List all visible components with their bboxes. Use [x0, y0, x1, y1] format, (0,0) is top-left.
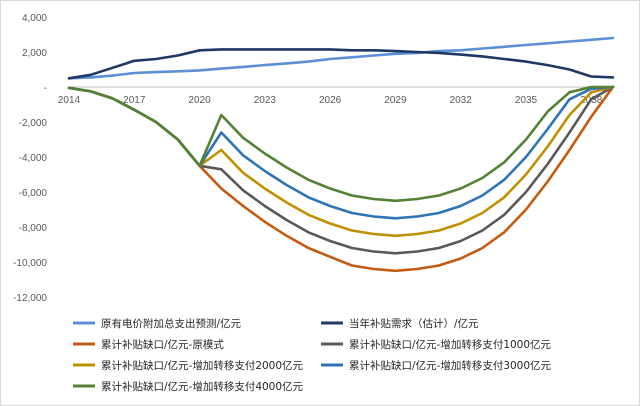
legend-label: 累计补贴缺口/亿元-增加转移支付3000亿元 — [349, 359, 552, 372]
legend-item: 当年补贴需求（估计）/亿元 — [321, 317, 479, 330]
legend-item: 累计补贴缺口/亿元-增加转移支付2000亿元 — [73, 359, 304, 372]
y-tick-label: -12,000 — [13, 293, 47, 304]
y-tick-label: -8,000 — [19, 223, 48, 234]
series-line-1 — [67, 36, 615, 80]
x-tick-label: 2035 — [515, 95, 538, 106]
x-tick-label: 2029 — [384, 95, 407, 106]
x-tick-label: 2014 — [58, 95, 81, 106]
legend-label: 累计补贴缺口/亿元-增加转移支付4000亿元 — [101, 380, 304, 393]
x-tick-label: 2017 — [123, 95, 146, 106]
x-axis-ticks: 2014 2017 2020 2023 2026 2029 2032 2035 2038 — [58, 95, 603, 106]
x-tick-label: 2020 — [188, 95, 211, 106]
legend-item: 累计补贴缺口/亿元-增加转移支付4000亿元 — [73, 380, 304, 393]
y-tick-label: -2,000 — [19, 118, 48, 129]
y-axis-ticks: 4,000 2,000 - -2,000 -4,000 -6,000 -8,000 -10,0… — [13, 13, 47, 304]
y-tick-label: - — [44, 83, 47, 94]
x-tick-label: 2032 — [450, 95, 473, 106]
legend-item: 原有电价附加总支出预测/亿元 — [73, 317, 242, 330]
legend-label: 累计补贴缺口/亿元-增加转移支付2000亿元 — [101, 359, 304, 372]
legend-label: 累计补贴缺口/亿元-增加转移支付1000亿元 — [349, 338, 552, 351]
series-line-2 — [67, 48, 615, 80]
series-line-6 — [67, 85, 615, 220]
legend: 原有电价附加总支出预测/亿元 当年补贴需求（估计）/亿元累计补贴缺口/亿元-原模式… — [73, 317, 552, 393]
legend-label: 累计补贴缺口/亿元-原模式 — [101, 338, 224, 351]
y-tick-label: -4,000 — [19, 153, 48, 164]
legend-item: 累计补贴缺口/亿元-增加转移支付3000亿元 — [321, 359, 552, 372]
series-line-7 — [67, 85, 615, 203]
legend-label: 当年补贴需求（估计）/亿元 — [349, 317, 479, 330]
legend-item: 累计补贴缺口/亿元-增加转移支付1000亿元 — [321, 338, 552, 351]
y-tick-label: -10,000 — [13, 258, 47, 269]
series-line-5 — [67, 85, 615, 238]
legend-label: 原有电价附加总支出预测/亿元 — [101, 317, 242, 330]
y-tick-label: -6,000 — [19, 188, 48, 199]
x-tick-label: 2026 — [319, 95, 342, 106]
series-lines — [67, 36, 615, 273]
legend-item: 累计补贴缺口/亿元-原模式 — [73, 338, 224, 351]
y-tick-label: 4,000 — [22, 13, 47, 24]
y-tick-label: 2,000 — [22, 48, 47, 59]
x-tick-label: 2023 — [254, 95, 277, 106]
